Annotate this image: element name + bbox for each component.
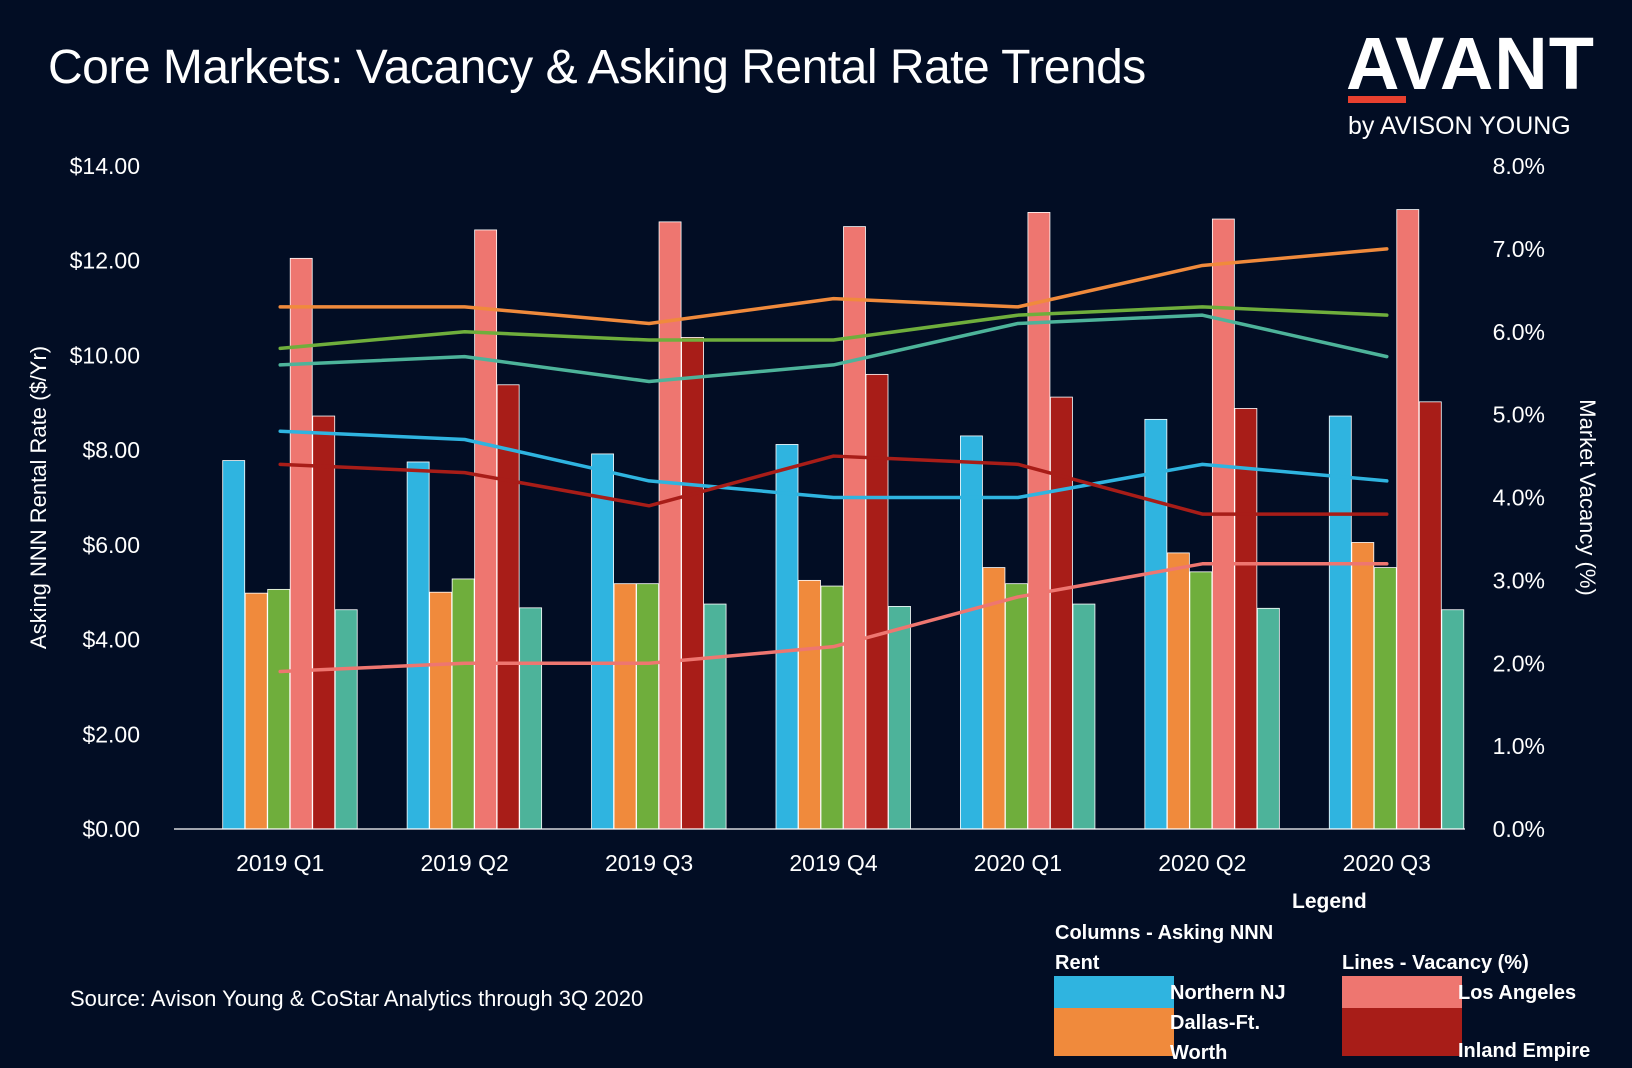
- y2-tick-label: 5.0%: [1493, 402, 1545, 428]
- legend-columns-heading-line2: Rent: [1055, 952, 1100, 974]
- y2-tick-label: 7.0%: [1493, 236, 1545, 262]
- y-tick-label: $14.00: [70, 153, 140, 179]
- bar: [1256, 607, 1280, 830]
- bar: [1005, 583, 1028, 830]
- bar: [244, 592, 268, 830]
- source-note: Source: Avison Young & CoStar Analytics …: [70, 986, 644, 1011]
- bar: [1072, 603, 1096, 830]
- y-axis-label: Asking NNN Rental Rate ($/Yr): [26, 346, 51, 649]
- bar: [406, 461, 430, 830]
- bar: [1234, 408, 1258, 830]
- bar: [1351, 542, 1375, 830]
- legend-swatch-inland-empire: [1342, 1008, 1462, 1056]
- legend-title: Legend: [1292, 890, 1367, 913]
- bar: [1050, 396, 1073, 830]
- bar: [1441, 609, 1465, 830]
- legend-columns-heading: Columns - Asking NNN Rent: [1055, 918, 1273, 978]
- y2-tick-label: 2.0%: [1493, 650, 1545, 676]
- bar: [222, 460, 246, 830]
- bar: [289, 257, 313, 830]
- y2-tick-label: 6.0%: [1493, 319, 1545, 345]
- x-tick-label: 2019 Q1: [236, 850, 324, 876]
- y2-tick-label: 3.0%: [1493, 567, 1545, 593]
- series-line: [278, 454, 1389, 516]
- legend-lines-heading: Lines - Vacancy (%): [1342, 952, 1529, 974]
- series-line: [278, 429, 1389, 500]
- bar: [865, 373, 889, 830]
- legend-columns-heading-line1: Columns - Asking NNN: [1055, 922, 1274, 944]
- bar: [474, 229, 498, 830]
- avant-logo: AVANT by AVISON YOUNG: [1346, 24, 1596, 144]
- x-tick-label: 2020 Q1: [974, 850, 1062, 876]
- y-tick-label: $0.00: [82, 816, 140, 842]
- y-tick-label: $4.00: [82, 627, 140, 653]
- bar: [613, 583, 637, 830]
- x-tick-label: 2020 Q3: [1343, 850, 1431, 876]
- bar: [681, 337, 704, 830]
- bar: [312, 415, 336, 830]
- x-tick-label: 2019 Q4: [789, 850, 877, 876]
- y-tick-label: $12.00: [70, 248, 140, 274]
- series-line: [278, 313, 1389, 384]
- x-tick-label: 2020 Q2: [1158, 850, 1246, 876]
- bar: [519, 607, 543, 830]
- y2-tick-label: 0.0%: [1493, 816, 1545, 842]
- bar: [1396, 209, 1420, 830]
- y-tick-label: $2.00: [82, 721, 140, 747]
- bar: [591, 453, 614, 830]
- y2-axis-label: Market Vacancy (%): [1575, 399, 1600, 595]
- bar: [429, 591, 453, 830]
- bar: [843, 226, 866, 830]
- bar: [798, 579, 821, 830]
- bar: [820, 585, 844, 830]
- logo-wordmark: AVANT: [1346, 22, 1595, 105]
- legend-swatch-northern-nj: [1054, 976, 1174, 1008]
- series-line: [278, 562, 1389, 674]
- series-line: [278, 305, 1389, 351]
- bar: [1211, 218, 1235, 830]
- x-tick-label: 2019 Q3: [605, 850, 693, 876]
- y2-tick-label: 8.0%: [1493, 153, 1545, 179]
- bar: [775, 444, 799, 830]
- bar: [636, 583, 659, 830]
- chart-title: Core Markets: Vacancy & Asking Rental Ra…: [48, 41, 1146, 94]
- y-tick-label: $6.00: [82, 532, 140, 558]
- bar: [1189, 571, 1213, 830]
- logo-accent-bar: [1348, 96, 1406, 103]
- bar: [1373, 567, 1397, 830]
- legend-label-northern-nj: Northern NJ: [1170, 982, 1286, 1004]
- bar: [658, 221, 682, 830]
- bar: [1166, 552, 1190, 830]
- legend-label-dallas-line2: Worth: [1170, 1042, 1228, 1064]
- y2-tick-label: 1.0%: [1493, 733, 1545, 759]
- y-tick-label: $10.00: [70, 342, 140, 368]
- legend-label-inland-empire: Inland Empire: [1458, 1040, 1591, 1062]
- x-tick-label: 2019 Q2: [421, 850, 509, 876]
- bar: [888, 606, 911, 830]
- legend-label-dallas-line1: Dallas-Ft.: [1170, 1012, 1261, 1034]
- bar: [267, 588, 291, 830]
- legend-swatch-dallas: [1054, 1008, 1174, 1056]
- bar: [960, 435, 983, 830]
- legend-label-los-angeles: Los Angeles: [1458, 982, 1577, 1004]
- legend-label-dallas: Dallas-Ft. Worth: [1170, 1008, 1260, 1068]
- y-tick-label: $8.00: [82, 437, 140, 463]
- bar: [451, 578, 475, 830]
- bar: [1144, 418, 1168, 830]
- logo-subtitle: by AVISON YOUNG: [1348, 112, 1571, 140]
- bar: [334, 609, 358, 830]
- series-line: [278, 247, 1389, 326]
- legend-swatch-los-angeles: [1342, 976, 1462, 1008]
- bar: [703, 603, 727, 830]
- y2-tick-label: 4.0%: [1493, 485, 1545, 511]
- bar: [1418, 401, 1442, 830]
